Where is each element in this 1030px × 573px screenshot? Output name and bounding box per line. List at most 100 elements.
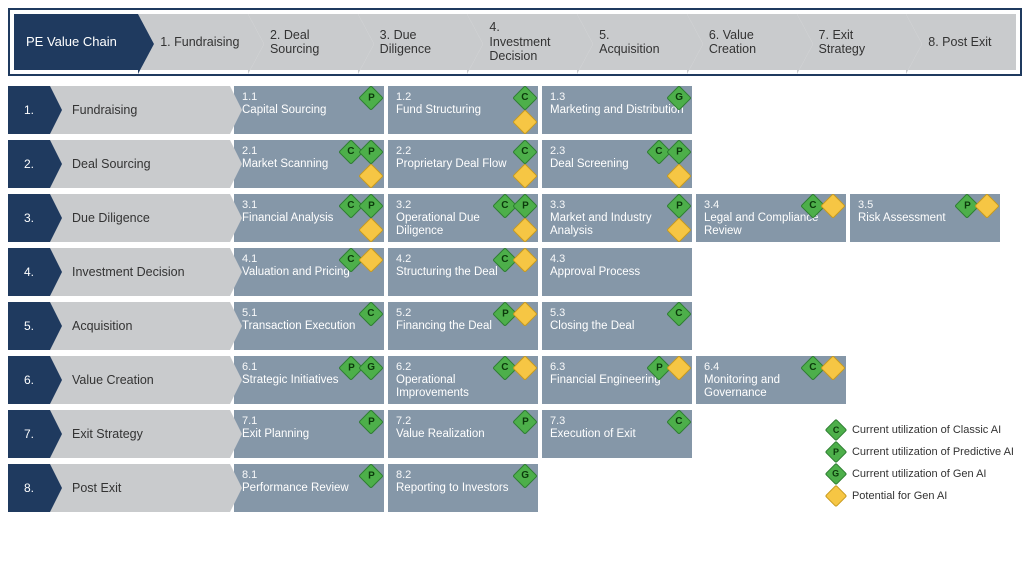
cell-label: Legal and Compliance Review: [704, 212, 838, 238]
cell: 1.1Capital SourcingP: [234, 86, 384, 134]
cell-label: Fund Structuring: [396, 104, 530, 117]
header-stage-label: 2. Deal Sourcing: [270, 28, 319, 57]
cell-icons-top: P: [650, 359, 688, 377]
cell-icons-top: G: [516, 467, 534, 485]
diamond-y-icon: [666, 355, 691, 380]
header-stage-label: 7. Exit Strategy: [819, 28, 866, 57]
cell: 8.2Reporting to InvestorsG: [388, 464, 538, 512]
legend-label: Current utilization of Predictive AI: [852, 446, 1014, 458]
cell-label: Market and Industry Analysis: [550, 212, 684, 238]
header-stage-2: 2. Deal Sourcing: [248, 14, 358, 70]
legend-item-potential-gen-ai: Potential for Gen AI: [828, 488, 1014, 504]
row-header: 4.Investment Decision: [8, 248, 230, 296]
header-stage-label: 6. Value Creation: [709, 28, 756, 57]
cell: 2.1Market ScanningCP: [234, 140, 384, 188]
row: 2.Deal Sourcing2.1Market ScanningCP2.2Pr…: [8, 140, 1022, 188]
cell-icons-top: P: [362, 467, 380, 485]
cell-icons-top: G: [670, 89, 688, 107]
cell-icons-bottom: [516, 221, 534, 239]
cell-icons-top: C: [516, 143, 534, 161]
diamond-p-icon: P: [666, 139, 691, 164]
cell: 7.3Execution of ExitC: [542, 410, 692, 458]
diamond-g-icon: G: [666, 85, 691, 110]
diamond-y-icon: [358, 217, 383, 242]
cell-icons-bottom: [362, 221, 380, 239]
header-stage-6: 6. Value Creation: [687, 14, 797, 70]
row-label: Exit Strategy: [50, 410, 230, 458]
row: 3.Due Diligence3.1Financial AnalysisCP3.…: [8, 194, 1022, 242]
cell-number: 1.2: [396, 91, 530, 104]
diamond-p-icon: P: [358, 193, 383, 218]
row-label: Investment Decision: [50, 248, 230, 296]
legend-item-gen-ai: G Current utilization of Gen AI: [828, 466, 1014, 482]
diamond-c-icon: C: [825, 419, 848, 442]
cell-icons-top: C: [342, 251, 380, 269]
cell: 3.5Risk AssessmentP: [850, 194, 1000, 242]
row-header: 5.Acquisition: [8, 302, 230, 350]
row-number: 1.: [8, 86, 50, 134]
cell: 1.3Marketing and DistributionG: [542, 86, 692, 134]
diamond-p-icon: P: [512, 409, 537, 434]
header-title: PE Value Chain: [26, 35, 117, 50]
cell-icons-top: CP: [342, 197, 380, 215]
cell: 4.3Approval Process: [542, 248, 692, 296]
diamond-c-icon: C: [666, 301, 691, 326]
header-stage-label: 4. Investment Decision: [489, 20, 550, 63]
cell: 5.3Closing the DealC: [542, 302, 692, 350]
header-stage-label: 8. Post Exit: [928, 35, 991, 49]
diamond-y-icon: [825, 485, 848, 508]
cell: 6.2Operational ImprovementsC: [388, 356, 538, 404]
cell-number: 4.3: [550, 253, 684, 266]
diamond-c-icon: C: [666, 409, 691, 434]
cell: 3.1Financial AnalysisCP: [234, 194, 384, 242]
diamond-y-icon: [512, 109, 537, 134]
diamond-y-icon: [512, 301, 537, 326]
diamond-y-icon: [820, 355, 845, 380]
cell-icons-top: P: [670, 197, 688, 215]
cell-label: Operational Improvements: [396, 374, 530, 400]
legend-label: Current utilization of Gen AI: [852, 468, 987, 480]
diamond-y-icon: [512, 355, 537, 380]
row-cells: 6.1Strategic InitiativesPG6.2Operational…: [234, 356, 1022, 404]
row-label: Fundraising: [50, 86, 230, 134]
diamond-y-icon: [358, 163, 383, 188]
cell-icons-top: CP: [342, 143, 380, 161]
cell-icons-top: C: [670, 413, 688, 431]
diamond-p-icon: P: [358, 139, 383, 164]
cell-icons-top: C: [362, 305, 380, 323]
diamond-c-icon: C: [358, 301, 383, 326]
row: 1.Fundraising1.1Capital SourcingP 1.2Fund…: [8, 86, 1022, 134]
diamond-p-icon: P: [358, 85, 383, 110]
cell: 6.3Financial EngineeringP: [542, 356, 692, 404]
cell-label: Monitoring and Governance: [704, 374, 838, 400]
cell-number: 1.1: [242, 91, 376, 104]
diamond-y-icon: [358, 247, 383, 272]
diamond-g-icon: G: [825, 463, 848, 486]
cell-icons-bottom: [516, 167, 534, 185]
diamond-p-icon: P: [358, 463, 383, 488]
cell-icons-top: P: [362, 89, 380, 107]
cell: 6.4Monitoring and GovernanceC: [696, 356, 846, 404]
cell-label: Marketing and Distribution: [550, 104, 684, 117]
row-number: 3.: [8, 194, 50, 242]
cell-number: 7.3: [550, 415, 684, 428]
cell: 3.2Operational Due DiligenceCP: [388, 194, 538, 242]
cell-icons-top: C: [516, 89, 534, 107]
row-number: 7.: [8, 410, 50, 458]
header-stage-label: 5. Acquisition: [599, 28, 659, 57]
row-cells: 3.1Financial AnalysisCP3.2Operational Du…: [234, 194, 1022, 242]
header-chevron-bar: PE Value Chain 1. Fundraising 2. Deal So…: [8, 8, 1022, 76]
cell-icons-top: C: [670, 305, 688, 323]
cell-number: 1.3: [550, 91, 684, 104]
cell-label: Execution of Exit: [550, 428, 684, 441]
row-cells: 1.1Capital SourcingP 1.2Fund StructuringC…: [234, 86, 1022, 134]
diamond-p-icon: P: [512, 193, 537, 218]
cell-icons-top: P: [362, 413, 380, 431]
cell: 8.1Performance ReviewP: [234, 464, 384, 512]
cell-number: 5.1: [242, 307, 376, 320]
cell-icons-bottom: [516, 113, 534, 131]
diamond-y-icon: [666, 217, 691, 242]
header-stage-4: 4. Investment Decision: [467, 14, 577, 70]
cell-number: 8.1: [242, 469, 376, 482]
header-stage-1: 1. Fundraising: [138, 14, 248, 70]
